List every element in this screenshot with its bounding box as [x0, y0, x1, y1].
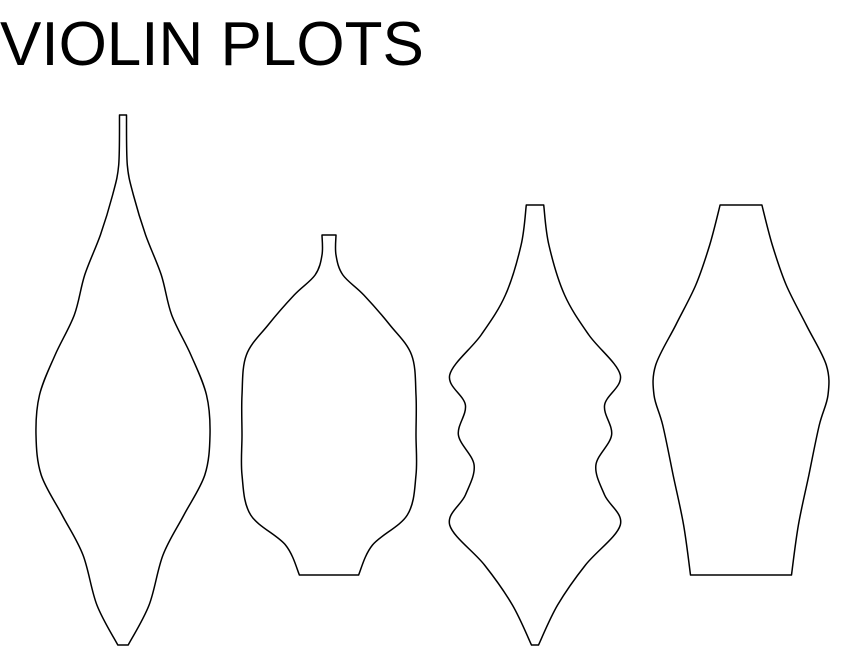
violin-2 — [240, 234, 418, 576]
violin-1 — [35, 114, 211, 646]
chart-title: VIOLIN PLOTS — [0, 10, 424, 79]
violin-3 — [448, 204, 622, 646]
violin-4 — [652, 204, 830, 576]
